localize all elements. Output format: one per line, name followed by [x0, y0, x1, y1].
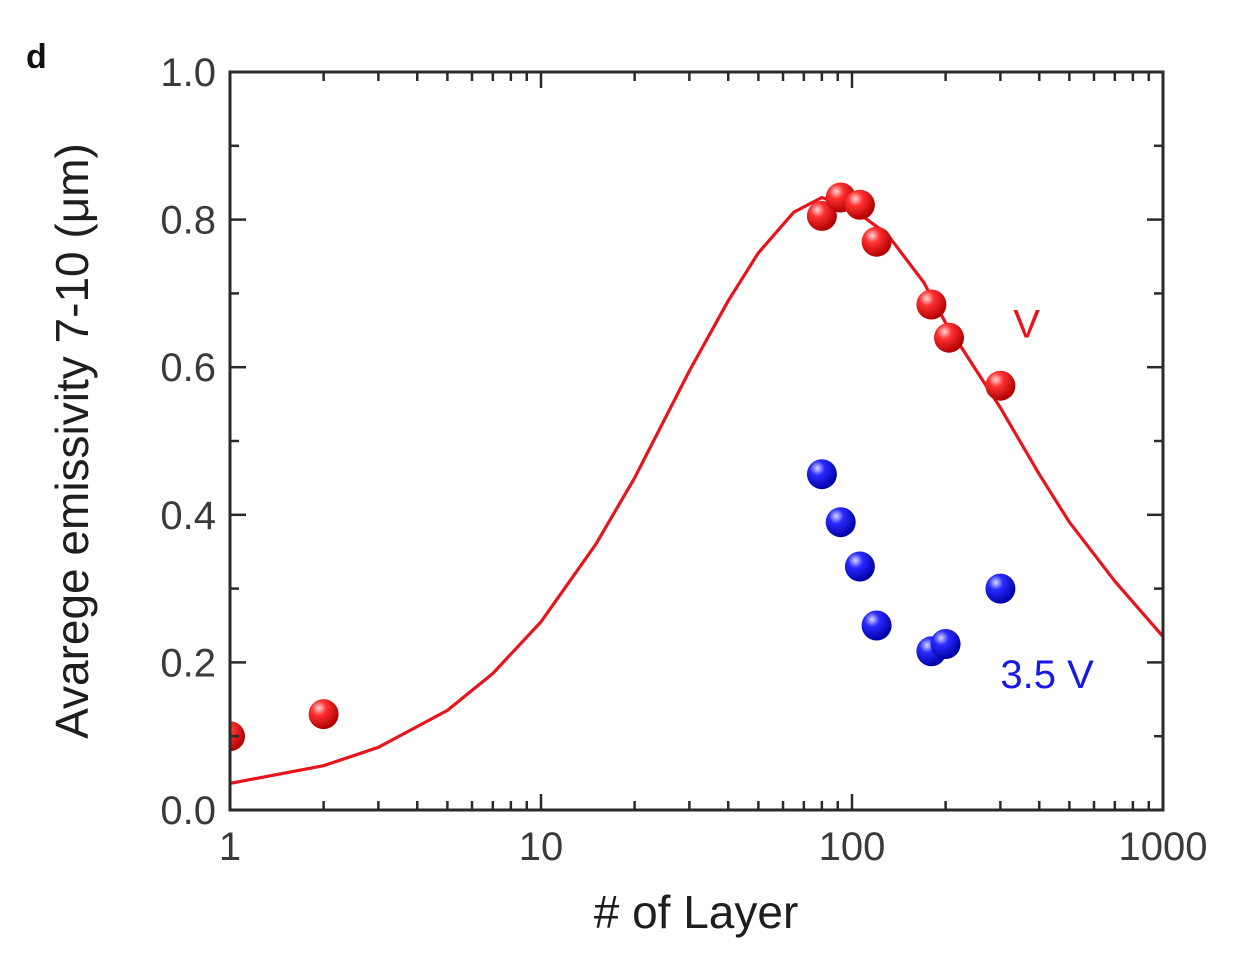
panel-label: d: [26, 38, 47, 76]
annotations: V 3.5 V: [1000, 303, 1094, 698]
red-data-point: [308, 699, 339, 730]
x-axis-title: # of Layer: [594, 886, 799, 938]
blue-data-point: [825, 507, 856, 538]
red-data-point: [861, 226, 892, 257]
red-data-point: [806, 200, 837, 231]
blue-data-point: [930, 629, 961, 659]
plot-area: [230, 182, 1163, 785]
x-tick-label: 100: [819, 825, 886, 869]
red-data-point: [916, 289, 947, 320]
y-tick-label: 0.2: [160, 641, 216, 685]
red-data-point: [934, 322, 964, 353]
x-tick-label: 10: [519, 825, 564, 869]
y-tick-label: 1.0: [160, 51, 216, 95]
fit-curve: [230, 195, 1163, 785]
blue-data-point: [985, 573, 1016, 604]
x-tick-label: 1000: [1119, 825, 1208, 869]
axis-ticks: 1 10 100 1000 0.0 0.2 0.4 0.6 0.8 1.0: [160, 51, 1207, 869]
red-data-point: [844, 189, 875, 220]
y-tick-label: 0.8: [160, 199, 216, 243]
y-tick-label: 0.6: [160, 346, 216, 390]
series-annotation: 3.5 V: [1000, 653, 1094, 697]
red-data-point: [985, 370, 1016, 401]
series-annotation: V: [1013, 303, 1040, 347]
blue-data-point: [844, 551, 875, 582]
y-tick-label: 0.4: [160, 494, 216, 538]
blue-data-point: [806, 459, 837, 490]
y-tick-label: 0.0: [160, 789, 216, 833]
blue-data-point: [861, 610, 892, 641]
y-axis-title: Avarege emissivity 7-10 (μm): [46, 143, 98, 739]
plot-frame: [228, 70, 1165, 812]
x-tick-label: 1: [219, 825, 241, 869]
